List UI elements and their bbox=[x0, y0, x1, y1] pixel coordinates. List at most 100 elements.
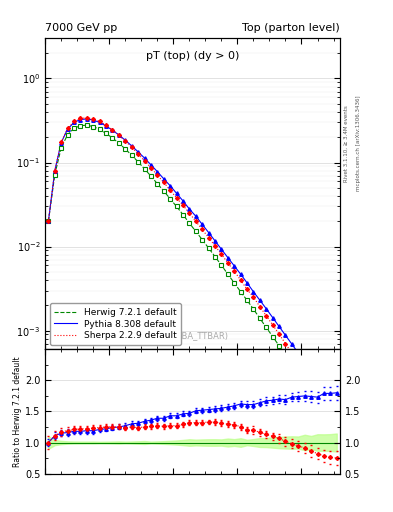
Sherpa 2.2.9 default bbox=[309, 378, 314, 385]
Text: (MC_FBA_TTBAR): (MC_FBA_TTBAR) bbox=[156, 331, 229, 340]
Pythia 8.308 default bbox=[200, 221, 204, 227]
Pythia 8.308 default bbox=[283, 332, 288, 338]
Sherpa 2.2.9 default bbox=[238, 277, 243, 283]
Herwig 7.2.1 default bbox=[245, 297, 250, 303]
Pythia 8.308 default bbox=[296, 350, 301, 356]
Sherpa 2.2.9 default bbox=[257, 304, 262, 310]
Text: Top (parton level): Top (parton level) bbox=[242, 23, 340, 33]
Sherpa 2.2.9 default bbox=[162, 179, 166, 185]
Herwig 7.2.1 default bbox=[129, 152, 134, 158]
Sherpa 2.2.9 default bbox=[302, 368, 307, 374]
Text: Rivet 3.1.10, ≥ 3.4M events: Rivet 3.1.10, ≥ 3.4M events bbox=[344, 105, 349, 182]
Herwig 7.2.1 default bbox=[277, 343, 281, 349]
Sherpa 2.2.9 default bbox=[181, 202, 185, 208]
Line: Herwig 7.2.1 default: Herwig 7.2.1 default bbox=[48, 125, 337, 428]
Pythia 8.308 default bbox=[52, 167, 57, 174]
Line: Pythia 8.308 default: Pythia 8.308 default bbox=[48, 119, 337, 407]
Sherpa 2.2.9 default bbox=[232, 268, 237, 274]
Sherpa 2.2.9 default bbox=[59, 139, 64, 145]
Pythia 8.308 default bbox=[206, 229, 211, 236]
Herwig 7.2.1 default bbox=[206, 245, 211, 251]
Herwig 7.2.1 default bbox=[162, 188, 166, 194]
Sherpa 2.2.9 default bbox=[315, 388, 320, 394]
Sherpa 2.2.9 default bbox=[283, 340, 288, 347]
Herwig 7.2.1 default bbox=[59, 145, 64, 151]
Pythia 8.308 default bbox=[232, 263, 237, 269]
Herwig 7.2.1 default bbox=[104, 131, 108, 137]
Pythia 8.308 default bbox=[72, 119, 76, 125]
Herwig 7.2.1 default bbox=[193, 228, 198, 234]
Pythia 8.308 default bbox=[78, 116, 83, 122]
Pythia 8.308 default bbox=[59, 139, 64, 145]
Sherpa 2.2.9 default bbox=[110, 127, 115, 133]
Herwig 7.2.1 default bbox=[302, 379, 307, 386]
Pythia 8.308 default bbox=[187, 206, 192, 212]
Sherpa 2.2.9 default bbox=[129, 144, 134, 151]
Pythia 8.308 default bbox=[321, 386, 326, 392]
Sherpa 2.2.9 default bbox=[65, 125, 70, 132]
Pythia 8.308 default bbox=[264, 306, 269, 312]
Line: Sherpa 2.2.9 default: Sherpa 2.2.9 default bbox=[48, 118, 337, 418]
Herwig 7.2.1 default bbox=[283, 351, 288, 357]
Sherpa 2.2.9 default bbox=[155, 172, 160, 178]
Herwig 7.2.1 default bbox=[149, 173, 153, 179]
Pythia 8.308 default bbox=[213, 238, 217, 244]
Herwig 7.2.1 default bbox=[200, 237, 204, 243]
Pythia 8.308 default bbox=[334, 404, 339, 410]
Pythia 8.308 default bbox=[181, 198, 185, 204]
Sherpa 2.2.9 default bbox=[245, 286, 250, 292]
Herwig 7.2.1 default bbox=[110, 135, 115, 141]
Pythia 8.308 default bbox=[97, 119, 102, 125]
Herwig 7.2.1 default bbox=[257, 315, 262, 322]
Pythia 8.308 default bbox=[257, 297, 262, 303]
Herwig 7.2.1 default bbox=[181, 211, 185, 218]
Sherpa 2.2.9 default bbox=[104, 122, 108, 129]
Pythia 8.308 default bbox=[193, 213, 198, 219]
Herwig 7.2.1 default bbox=[321, 407, 326, 413]
Pythia 8.308 default bbox=[110, 127, 115, 133]
Sherpa 2.2.9 default bbox=[193, 218, 198, 224]
Pythia 8.308 default bbox=[116, 132, 121, 138]
Sherpa 2.2.9 default bbox=[91, 116, 95, 122]
Herwig 7.2.1 default bbox=[116, 140, 121, 146]
Sherpa 2.2.9 default bbox=[277, 331, 281, 337]
Pythia 8.308 default bbox=[245, 280, 250, 286]
Herwig 7.2.1 default bbox=[46, 218, 51, 224]
Sherpa 2.2.9 default bbox=[72, 118, 76, 124]
Pythia 8.308 default bbox=[162, 176, 166, 182]
Herwig 7.2.1 default bbox=[155, 181, 160, 187]
Pythia 8.308 default bbox=[328, 395, 333, 401]
Pythia 8.308 default bbox=[168, 183, 173, 189]
Pythia 8.308 default bbox=[46, 218, 51, 224]
Sherpa 2.2.9 default bbox=[97, 118, 102, 124]
Pythia 8.308 default bbox=[91, 117, 95, 123]
Text: 7000 GeV pp: 7000 GeV pp bbox=[45, 23, 118, 33]
Sherpa 2.2.9 default bbox=[46, 218, 51, 224]
Herwig 7.2.1 default bbox=[270, 333, 275, 339]
Pythia 8.308 default bbox=[65, 126, 70, 132]
Herwig 7.2.1 default bbox=[72, 125, 76, 132]
Herwig 7.2.1 default bbox=[84, 122, 89, 129]
Sherpa 2.2.9 default bbox=[290, 350, 294, 356]
Pythia 8.308 default bbox=[309, 368, 314, 374]
Pythia 8.308 default bbox=[123, 137, 128, 143]
Sherpa 2.2.9 default bbox=[219, 251, 224, 258]
Sherpa 2.2.9 default bbox=[296, 359, 301, 366]
Sherpa 2.2.9 default bbox=[142, 158, 147, 164]
Herwig 7.2.1 default bbox=[91, 123, 95, 130]
Herwig 7.2.1 default bbox=[264, 325, 269, 331]
Herwig 7.2.1 default bbox=[123, 146, 128, 152]
Pythia 8.308 default bbox=[129, 143, 134, 149]
Sherpa 2.2.9 default bbox=[328, 406, 333, 412]
Text: pT (top) (dy > 0): pT (top) (dy > 0) bbox=[146, 51, 239, 61]
Sherpa 2.2.9 default bbox=[149, 164, 153, 170]
Sherpa 2.2.9 default bbox=[136, 151, 140, 157]
Pythia 8.308 default bbox=[238, 271, 243, 277]
Pythia 8.308 default bbox=[84, 116, 89, 122]
Herwig 7.2.1 default bbox=[232, 280, 237, 286]
Sherpa 2.2.9 default bbox=[168, 187, 173, 193]
Sherpa 2.2.9 default bbox=[200, 226, 204, 232]
Herwig 7.2.1 default bbox=[226, 271, 230, 277]
Herwig 7.2.1 default bbox=[309, 388, 314, 394]
Legend: Herwig 7.2.1 default, Pythia 8.308 default, Sherpa 2.2.9 default: Herwig 7.2.1 default, Pythia 8.308 defau… bbox=[50, 303, 181, 345]
